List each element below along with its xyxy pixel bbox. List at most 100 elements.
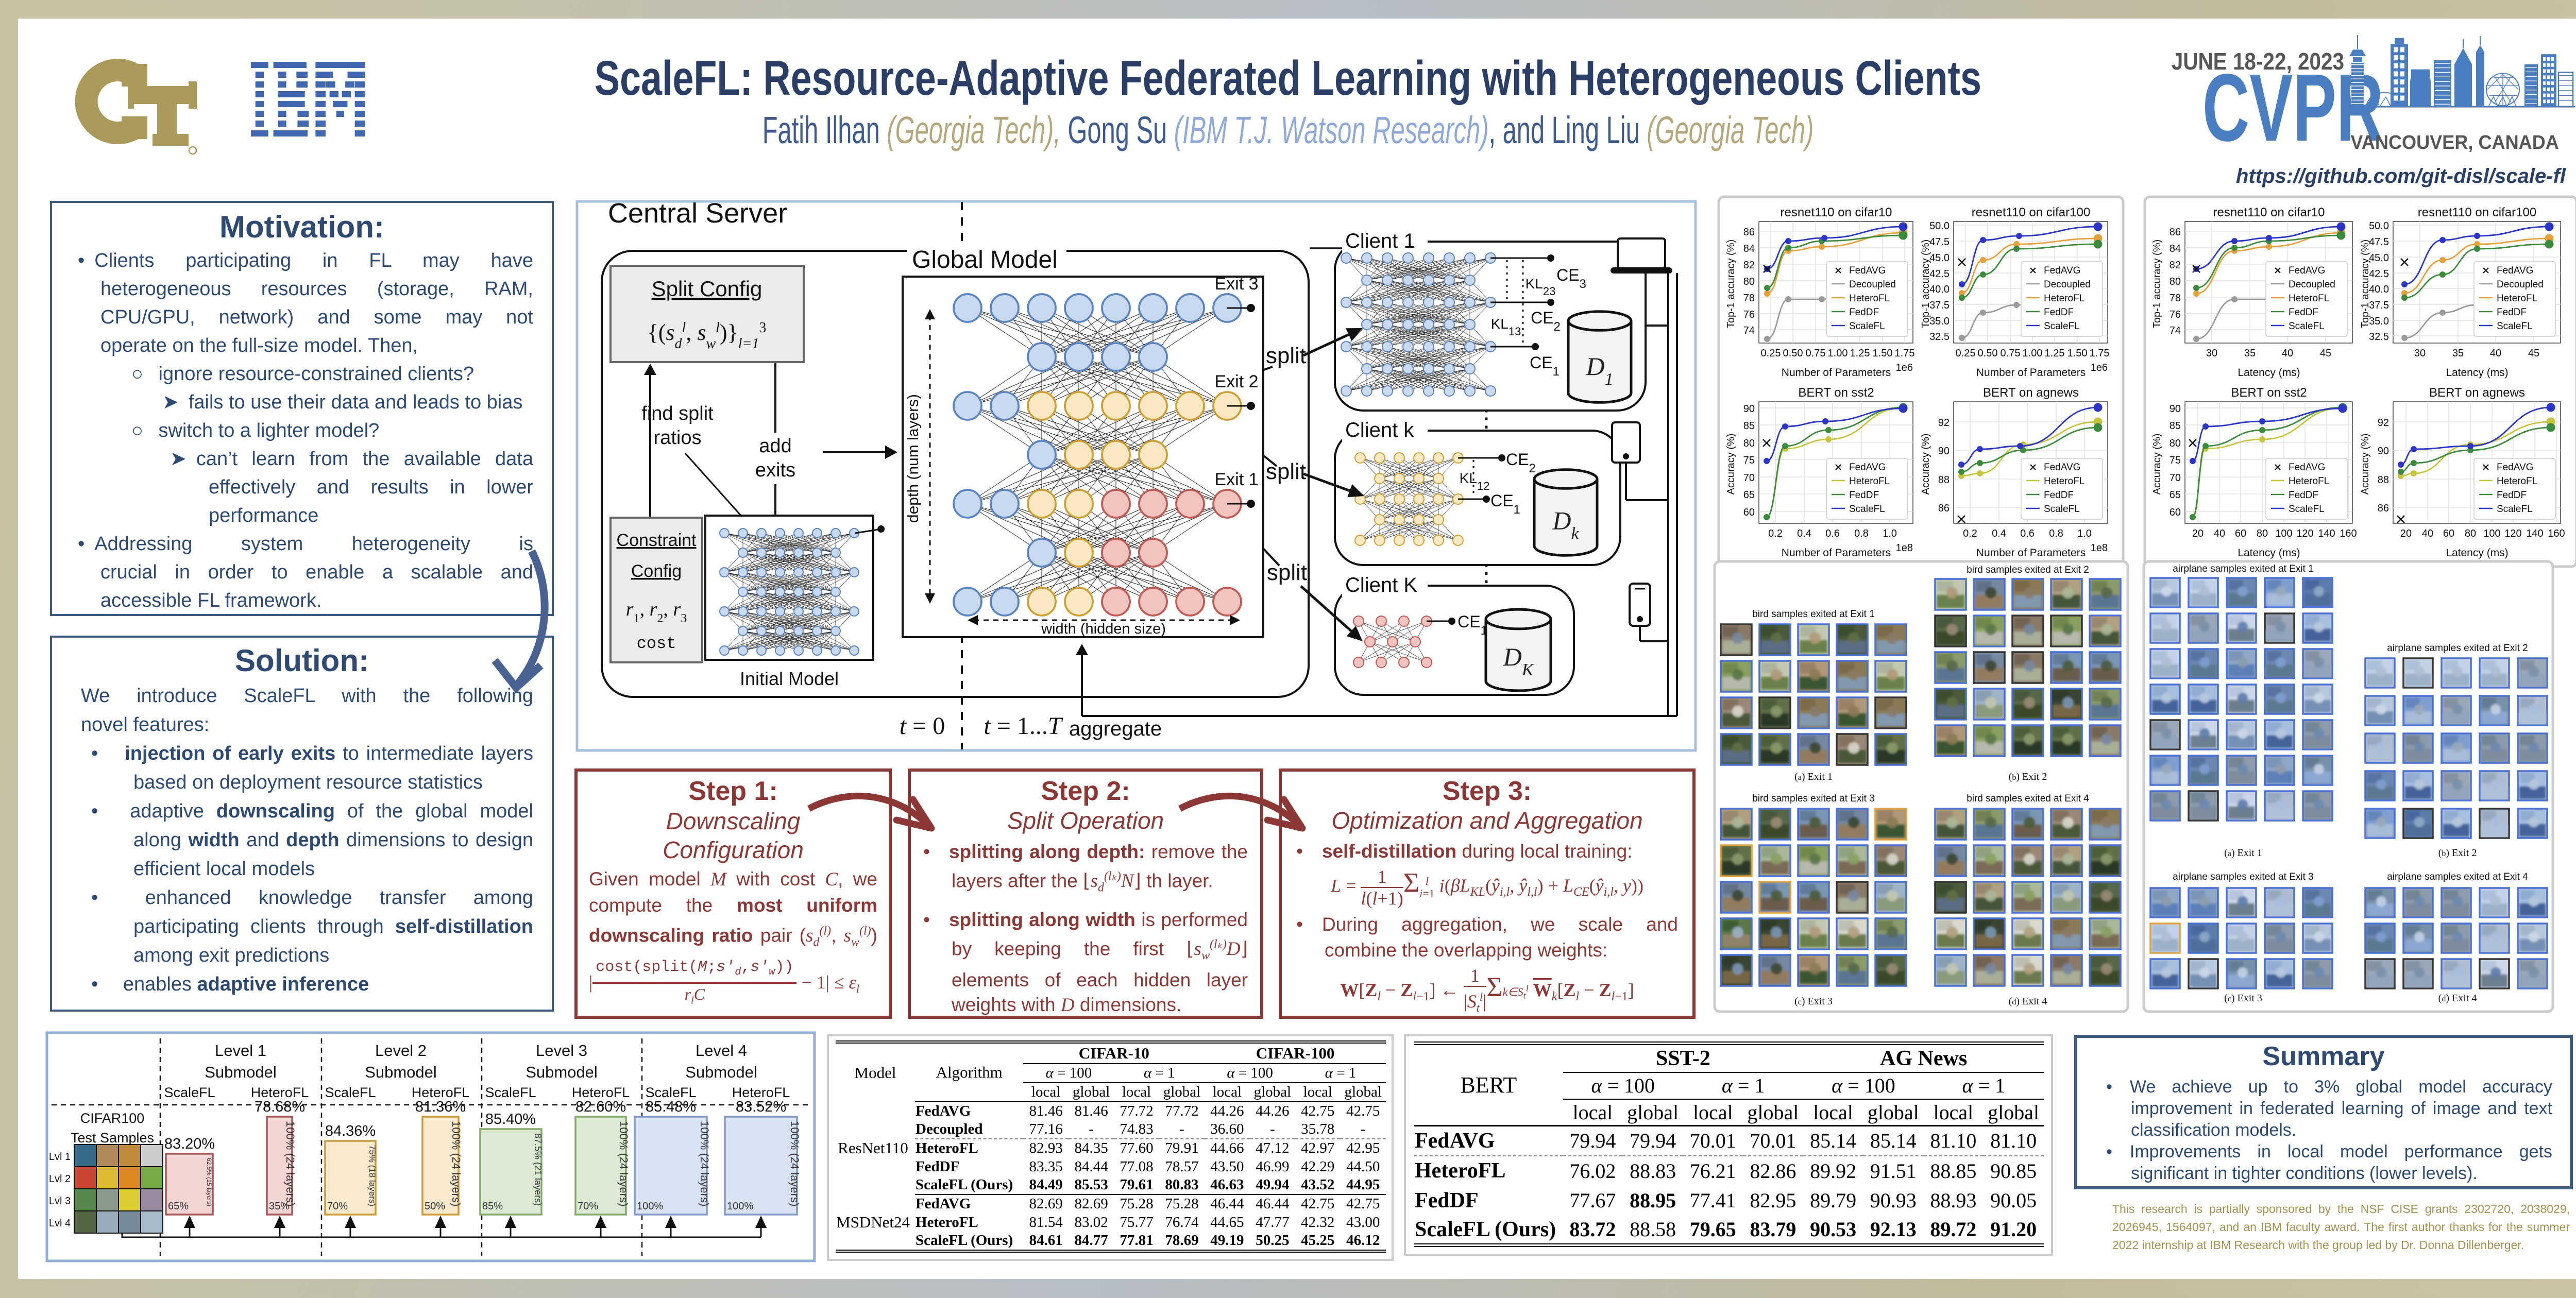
svg-text:(d) Exit 4: (d) Exit 4 [2438, 993, 2477, 1004]
svg-text:80: 80 [1743, 276, 1755, 287]
svg-text:92: 92 [2378, 417, 2389, 429]
svg-text:80: 80 [2170, 276, 2181, 287]
svg-text:75% (18 layers): 75% (18 layers) [367, 1145, 377, 1206]
svg-text:Level 2: Level 2 [375, 1041, 427, 1060]
svg-text:40: 40 [2282, 348, 2293, 359]
svg-text:HeteroFL: HeteroFL [251, 1085, 309, 1100]
svg-text:cost: cost [637, 634, 676, 653]
svg-text:40: 40 [2490, 348, 2501, 359]
svg-text:42.5: 42.5 [1929, 268, 1950, 280]
svg-text:1.0: 1.0 [1883, 528, 1897, 539]
svg-text:Top-1 accuracy (%): Top-1 accuracy (%) [2151, 240, 2163, 328]
svg-text:Test Samples: Test Samples [71, 1130, 154, 1146]
svg-text:32.5: 32.5 [1929, 331, 1950, 343]
svg-text:⋮: ⋮ [1475, 405, 1498, 432]
svg-text:85.48%: 85.48% [646, 1099, 696, 1115]
svg-text:0.25: 0.25 [1956, 348, 1976, 359]
svg-text:40.0: 40.0 [2369, 284, 2389, 295]
svg-text:Exit 3: Exit 3 [1214, 274, 1258, 294]
svg-text:ScaleFL: ScaleFL [164, 1085, 215, 1100]
svg-text:FedDF: FedDF [2497, 490, 2527, 501]
svg-text:100% (24 layers): 100% (24 layers) [698, 1121, 711, 1206]
svg-text:85%: 85% [482, 1201, 503, 1212]
svg-text:100% (24 layers): 100% (24 layers) [617, 1121, 630, 1206]
svg-text:bird samples exited at Exit 3: bird samples exited at Exit 3 [1752, 793, 1875, 804]
svg-text:BERT on agnews: BERT on agnews [1983, 386, 2079, 400]
svg-text:76: 76 [1743, 309, 1755, 320]
svg-text:FedDF: FedDF [2044, 490, 2074, 501]
svg-text:1e8: 1e8 [1896, 542, 1913, 554]
svg-text:80: 80 [2465, 528, 2476, 539]
svg-text:Level 3: Level 3 [536, 1041, 587, 1060]
svg-text:airplane samples exited at Exi: airplane samples exited at Exit 4 [2387, 872, 2528, 882]
svg-text:Decoupled: Decoupled [2044, 279, 2091, 290]
svg-text:Exit 1: Exit 1 [1214, 470, 1258, 489]
svg-text:ScaleFL: ScaleFL [645, 1085, 696, 1100]
svg-text:140: 140 [2526, 528, 2543, 539]
svg-text:1.75: 1.75 [1895, 348, 1915, 359]
svg-text:80: 80 [2257, 528, 2268, 539]
svg-text:76: 76 [2170, 309, 2181, 320]
svg-text:FedAVG: FedAVG [2497, 265, 2533, 276]
svg-text:FedDF: FedDF [1849, 490, 1879, 501]
svg-text:85: 85 [2170, 420, 2181, 432]
svg-text:45: 45 [2528, 348, 2539, 359]
svg-text:FedDF: FedDF [2289, 490, 2318, 501]
svg-text:resnet110 on cifar100: resnet110 on cifar100 [1972, 206, 2090, 219]
svg-text:FedAVG: FedAVG [2044, 462, 2080, 473]
svg-text:78.68%: 78.68% [255, 1099, 305, 1115]
svg-text:HeteroFL: HeteroFL [2044, 293, 2084, 304]
svg-text:Submodel: Submodel [365, 1063, 437, 1081]
svg-text:exits: exits [755, 459, 795, 481]
svg-text:resnet110 on cifar10: resnet110 on cifar10 [2213, 206, 2325, 219]
svg-text:HeteroFL: HeteroFL [1849, 293, 1890, 304]
svg-text:1.00: 1.00 [1828, 348, 1848, 359]
svg-text:60: 60 [1743, 507, 1755, 518]
svg-text:Accuracy (%): Accuracy (%) [1725, 434, 1737, 495]
svg-text:30: 30 [2206, 348, 2217, 359]
svg-text:Top-1 accuracy (%): Top-1 accuracy (%) [2360, 240, 2371, 328]
svg-text:100: 100 [2275, 528, 2292, 539]
svg-text:HeteroFL: HeteroFL [572, 1085, 630, 1100]
svg-text:1.25: 1.25 [2045, 348, 2065, 359]
svg-text:75: 75 [1743, 455, 1755, 466]
svg-text:35%: 35% [269, 1201, 290, 1212]
svg-text:ScaleFL: ScaleFL [2289, 504, 2325, 515]
svg-text:120: 120 [2296, 528, 2313, 539]
svg-text:60: 60 [2170, 507, 2181, 518]
svg-text:Decoupled: Decoupled [1849, 279, 1896, 290]
svg-text:37.5: 37.5 [2369, 300, 2389, 311]
svg-text:86: 86 [1743, 227, 1755, 238]
svg-text:0.2: 0.2 [1963, 528, 1977, 539]
svg-text:⋮: ⋮ [1475, 559, 1498, 586]
svg-text:62.5% (15 layers): 62.5% (15 layers) [206, 1158, 213, 1206]
svg-text:1.50: 1.50 [2067, 348, 2088, 359]
svg-text:Accuracy (%): Accuracy (%) [2360, 434, 2371, 495]
svg-text:87.5% (21 layers): 87.5% (21 layers) [533, 1133, 543, 1206]
svg-text:airplane samples exited at Exi: airplane samples exited at Exit 3 [2173, 872, 2314, 882]
svg-text:Lvl 3: Lvl 3 [49, 1195, 71, 1207]
svg-text:ScaleFL: ScaleFL [1849, 504, 1885, 515]
svg-text:bird samples exited at Exit 4: bird samples exited at Exit 4 [1967, 793, 2089, 804]
svg-text:85: 85 [1743, 420, 1755, 432]
svg-text:90: 90 [2170, 403, 2181, 415]
svg-text:FedAVG: FedAVG [2289, 462, 2325, 473]
svg-text:find split: find split [641, 403, 714, 424]
svg-text:(c) Exit 3: (c) Exit 3 [1794, 996, 1833, 1007]
svg-text:70: 70 [2170, 472, 2181, 484]
svg-text:Lvl 1: Lvl 1 [49, 1151, 71, 1163]
svg-text:HeteroFL: HeteroFL [2497, 293, 2537, 304]
svg-text:add: add [759, 435, 791, 457]
svg-text:Top-1 accuracy (%): Top-1 accuracy (%) [1725, 240, 1737, 328]
svg-text:CIFAR100: CIFAR100 [80, 1111, 145, 1126]
svg-text:0.50: 0.50 [1978, 348, 1998, 359]
svg-text:35.0: 35.0 [2369, 316, 2389, 327]
svg-text:74: 74 [2170, 325, 2181, 336]
svg-text:FedAVG: FedAVG [1849, 462, 1886, 473]
svg-text:35: 35 [2452, 348, 2464, 359]
svg-text:BERT on agnews: BERT on agnews [2429, 386, 2525, 400]
svg-text:depth (num layers): depth (num layers) [905, 394, 922, 523]
svg-text:FedDF: FedDF [2289, 307, 2318, 318]
svg-text:(a) Exit 1: (a) Exit 1 [2224, 847, 2262, 859]
svg-text:86: 86 [2378, 503, 2389, 514]
